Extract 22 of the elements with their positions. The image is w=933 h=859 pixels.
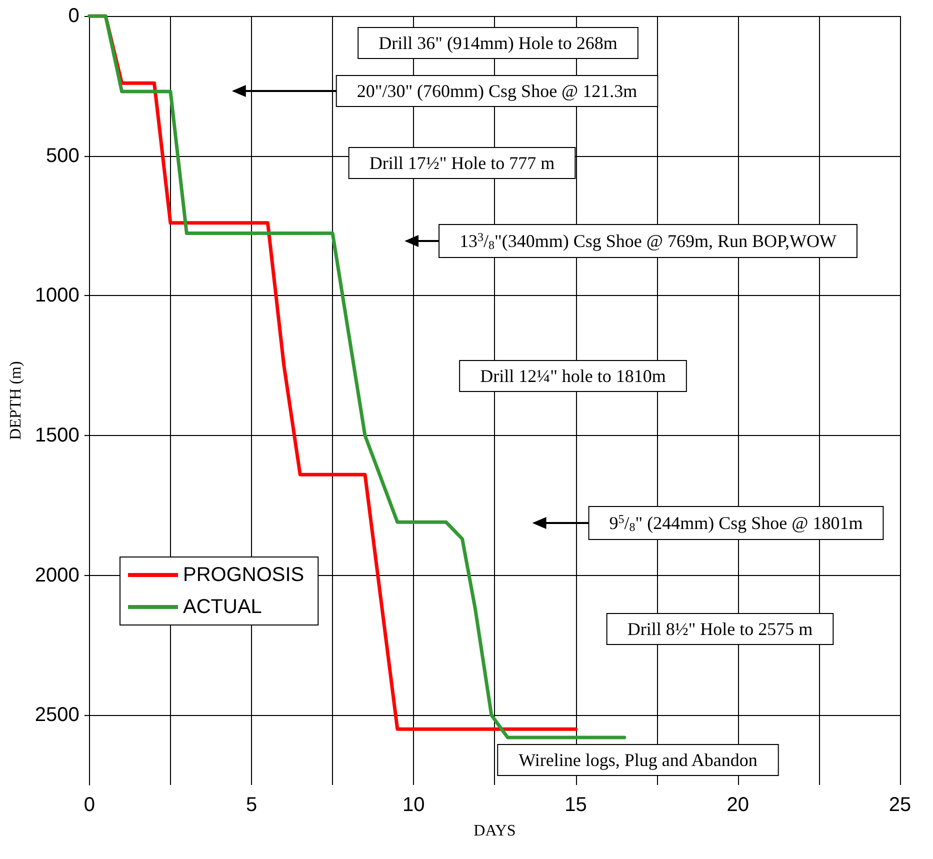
y-tick-label: 1000 — [34, 284, 80, 307]
y-tick-label: 500 — [46, 144, 80, 167]
y-tick-label: 1500 — [34, 424, 80, 446]
annotation: Drill 12¼" hole to 1810m — [480, 366, 666, 386]
annotation: Drill 8½" Hole to 2575 m — [627, 619, 813, 639]
x-tick-label: 5 — [246, 794, 258, 816]
legend-label: PROGNOSIS — [183, 564, 304, 586]
x-axis-title: DAYS — [474, 822, 516, 840]
annotation: 20"/30" (760mm) Csg Shoe @ 121.3m — [356, 81, 638, 101]
legend-label: ACTUAL — [183, 596, 262, 618]
y-tick-label: 2000 — [34, 564, 80, 586]
x-tick-label: 25 — [888, 794, 912, 816]
y-tick-label: 2500 — [34, 704, 80, 726]
x-tick-label: 0 — [84, 794, 95, 816]
y-tick-label: 0 — [68, 5, 80, 27]
annotation: Wireline logs, Plug and Abandon — [518, 750, 758, 770]
x-tick-label: 10 — [402, 794, 425, 816]
annotation: Drill 36" (914mm) Hole to 268m — [378, 33, 618, 53]
x-tick-label: 20 — [726, 794, 750, 816]
annotation: Drill 17½" Hole to 777 m — [369, 153, 555, 173]
y-axis-title: DEPTH (m) — [8, 361, 24, 440]
x-tick-label: 15 — [564, 794, 587, 816]
